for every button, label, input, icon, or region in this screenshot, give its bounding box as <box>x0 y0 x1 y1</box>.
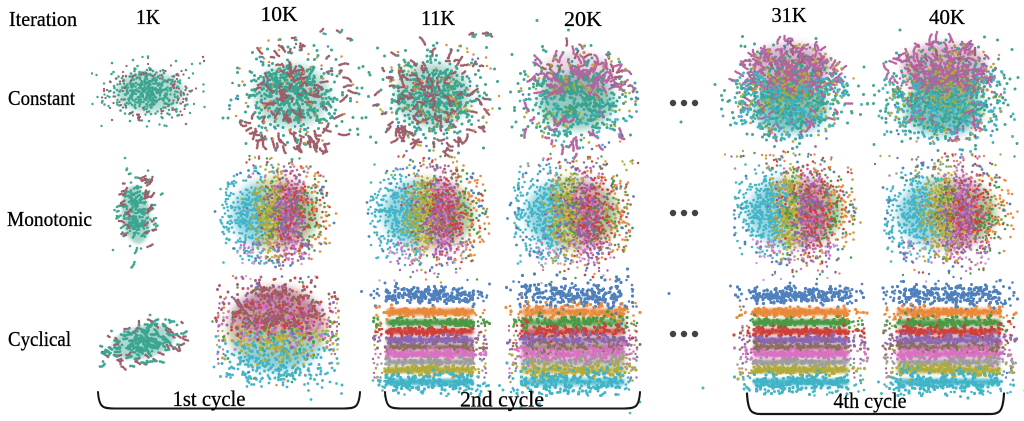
svg-text:11K: 11K <box>421 6 455 30</box>
svg-text:20K: 20K <box>564 7 602 31</box>
svg-text:Constant: Constant <box>8 86 75 110</box>
svg-text:10K: 10K <box>261 2 298 26</box>
svg-text:Iteration: Iteration <box>9 7 77 31</box>
svg-text:31K: 31K <box>772 3 807 27</box>
svg-text:1st cycle: 1st cycle <box>173 386 246 411</box>
svg-text:40K: 40K <box>929 5 965 29</box>
svg-text:4th cycle: 4th cycle <box>834 388 907 413</box>
svg-text:Monotonic: Monotonic <box>7 207 92 231</box>
svg-text:Cyclical: Cyclical <box>8 327 71 351</box>
svg-text:1K: 1K <box>136 5 160 29</box>
svg-text:2nd cycle: 2nd cycle <box>460 387 544 412</box>
